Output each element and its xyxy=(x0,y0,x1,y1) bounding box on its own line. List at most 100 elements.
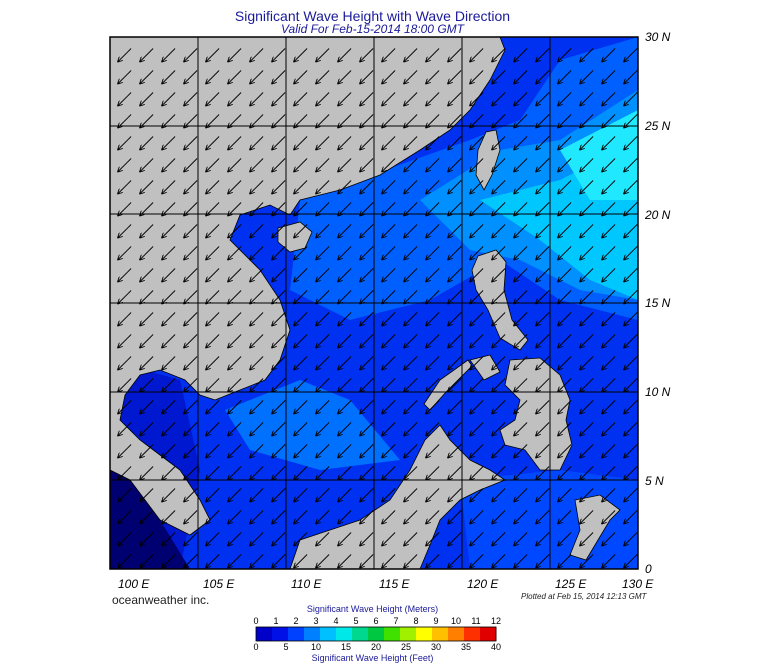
wave-arrow xyxy=(250,356,264,370)
wave-arrow xyxy=(580,290,594,304)
wave-arrow xyxy=(558,554,572,568)
wave-arrow xyxy=(118,92,132,106)
wave-arrow xyxy=(624,488,638,502)
wave-arrow xyxy=(294,532,308,546)
wave-arrow xyxy=(272,554,286,568)
wave-arrow xyxy=(228,224,242,238)
wave-arrow xyxy=(228,488,242,502)
wave-arrow xyxy=(558,510,572,524)
wave-arrow xyxy=(338,70,352,84)
wave-arrow xyxy=(536,444,550,458)
wave-arrow xyxy=(140,158,154,172)
wave-arrow xyxy=(140,92,154,106)
wave-arrow xyxy=(470,488,484,502)
wave-arrow xyxy=(404,334,418,348)
wave-arrow xyxy=(250,510,264,524)
colorbar-swatch xyxy=(304,627,321,641)
wave-arrow xyxy=(140,444,154,458)
lat-label: 30 N xyxy=(645,30,671,44)
wave-arrow xyxy=(404,202,418,216)
wave-arrow xyxy=(558,378,572,392)
wave-arrow xyxy=(294,268,308,282)
wave-arrow xyxy=(470,290,484,304)
wave-arrow xyxy=(162,290,176,304)
wave-arrow xyxy=(426,158,440,172)
wave-arrow xyxy=(360,92,374,106)
wave-arrow xyxy=(536,136,550,150)
colorbar-swatch xyxy=(480,627,497,641)
wave-arrow xyxy=(404,554,418,568)
wave-arrow xyxy=(184,334,198,348)
wave-arrow xyxy=(118,290,132,304)
wave-arrow xyxy=(580,202,594,216)
wave-arrow xyxy=(382,400,396,414)
wave-arrow xyxy=(184,92,198,106)
wave-arrow xyxy=(514,246,528,260)
wave-arrow xyxy=(536,532,550,546)
wave-arrow xyxy=(294,466,308,480)
wave-arrow xyxy=(426,180,440,194)
wave-arrow xyxy=(272,48,286,62)
wave-arrow xyxy=(316,268,330,282)
wave-arrow xyxy=(382,92,396,106)
wave-arrow xyxy=(338,114,352,128)
wave-arrow xyxy=(140,136,154,150)
colorbar-meters-tick: 3 xyxy=(313,616,319,626)
wave-arrow xyxy=(162,70,176,84)
wave-arrow xyxy=(118,180,132,194)
wave-arrow xyxy=(272,92,286,106)
wave-arrow xyxy=(624,422,638,436)
wave-arrow xyxy=(382,444,396,458)
wave-arrow xyxy=(426,510,440,524)
wave-arrow xyxy=(382,70,396,84)
wave-arrow xyxy=(316,422,330,436)
wave-arrow xyxy=(184,202,198,216)
wave-arrow xyxy=(206,136,220,150)
wave-arrow xyxy=(382,378,396,392)
wave-arrow xyxy=(184,532,198,546)
wave-arrow xyxy=(580,378,594,392)
wave-arrow xyxy=(404,92,418,106)
wave-arrow xyxy=(338,290,352,304)
wave-arrow xyxy=(228,158,242,172)
wave-arrow xyxy=(602,422,616,436)
colorbar xyxy=(255,626,497,642)
wave-arrow xyxy=(140,246,154,260)
wave-arrow xyxy=(448,114,462,128)
wave-arrow xyxy=(162,488,176,502)
wave-arrow xyxy=(294,246,308,260)
lat-label: 20 N xyxy=(645,208,671,222)
wave-arrow xyxy=(492,466,506,480)
wave-zone-gulf xyxy=(225,380,400,470)
wave-arrow xyxy=(580,158,594,172)
wave-arrow xyxy=(602,114,616,128)
wave-arrow xyxy=(536,334,550,348)
wave-arrow xyxy=(272,268,286,282)
wave-arrow xyxy=(382,136,396,150)
wave-arrow xyxy=(580,312,594,326)
wave-arrow xyxy=(338,378,352,392)
wave-arrow xyxy=(580,510,594,524)
wave-arrow xyxy=(558,488,572,502)
wave-arrow xyxy=(140,202,154,216)
wave-arrow xyxy=(536,224,550,238)
wave-arrow xyxy=(580,444,594,458)
colorbar-swatch xyxy=(464,627,481,641)
wave-arrow xyxy=(228,356,242,370)
wave-arrow xyxy=(492,488,506,502)
wave-arrow xyxy=(118,114,132,128)
wave-arrow xyxy=(206,422,220,436)
wave-arrow xyxy=(536,510,550,524)
colorbar-feet-tick: 5 xyxy=(283,642,289,652)
wave-arrow xyxy=(514,510,528,524)
wave-arrow xyxy=(448,158,462,172)
wave-arrow xyxy=(250,158,264,172)
wave-arrow xyxy=(492,554,506,568)
wave-arrow xyxy=(580,70,594,84)
wave-arrow xyxy=(316,246,330,260)
colorbar-swatch xyxy=(272,627,289,641)
wave-arrow xyxy=(118,268,132,282)
wave-arrow xyxy=(184,312,198,326)
wave-arrow xyxy=(448,224,462,238)
wave-arrow xyxy=(250,466,264,480)
